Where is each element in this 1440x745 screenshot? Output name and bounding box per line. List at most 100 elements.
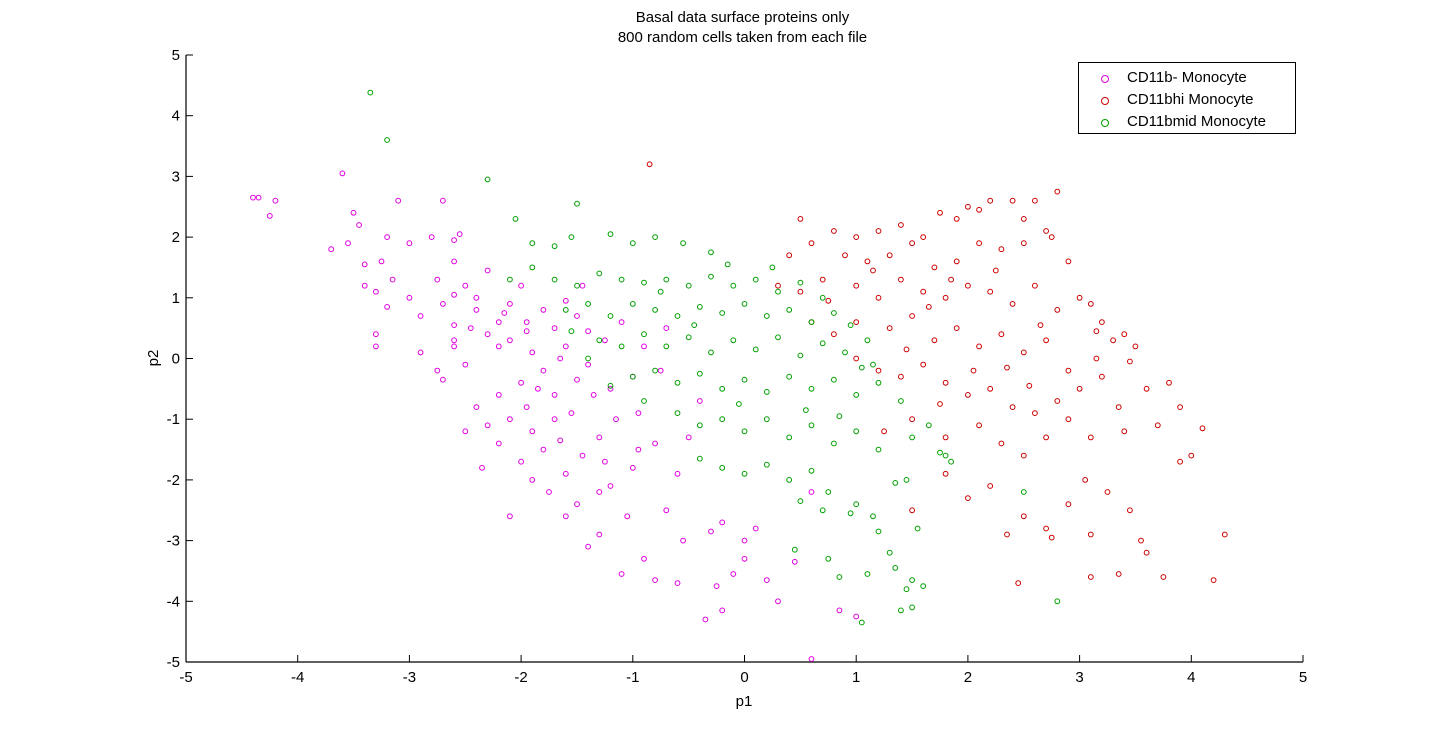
data-point [585, 328, 591, 335]
data-point [976, 240, 982, 247]
data-point [1127, 358, 1133, 365]
data-point [562, 513, 569, 520]
data-point [384, 304, 391, 310]
data-point [909, 507, 915, 514]
data-point [836, 574, 843, 580]
data-point [875, 228, 882, 234]
data-point [345, 240, 351, 247]
data-point [641, 555, 647, 562]
data-point [417, 349, 424, 356]
data-point [384, 234, 391, 241]
axes [185, 55, 1303, 663]
data-point [507, 337, 513, 344]
data-point [875, 446, 882, 453]
data-point [808, 240, 815, 247]
legend-marker-cd11bmid [1101, 119, 1109, 127]
data-point [696, 370, 703, 377]
data-point [831, 440, 837, 447]
data-point [590, 392, 597, 398]
data-point [864, 337, 871, 344]
data-point [1099, 373, 1105, 380]
data-point [607, 231, 614, 238]
data-point [574, 200, 580, 207]
data-point [831, 228, 837, 234]
data-point [925, 304, 932, 310]
data-point [987, 385, 994, 392]
y-ticks: -5 -4 -3 -2 -1 0 1 2 3 4 5 [167, 47, 193, 671]
data-point [708, 349, 714, 356]
data-point [395, 197, 402, 204]
data-point [596, 434, 603, 441]
data-point [797, 279, 804, 286]
data-point [389, 276, 396, 283]
data-point [909, 434, 915, 441]
data-point [250, 194, 256, 201]
data-point [434, 367, 441, 374]
data-point [708, 249, 714, 256]
data-point [607, 313, 614, 319]
data-point [607, 382, 614, 389]
data-point [937, 401, 943, 407]
x-tick-label: 5 [1299, 669, 1307, 686]
data-point [775, 288, 781, 295]
data-point [479, 464, 485, 471]
data-point [881, 428, 887, 435]
data-point [546, 489, 552, 495]
data-points [250, 89, 1228, 662]
data-point [998, 246, 1005, 253]
data-point [870, 361, 876, 368]
data-point [467, 325, 474, 332]
data-point [808, 656, 815, 662]
data-point [719, 310, 726, 316]
data-point [998, 440, 1005, 447]
data-point [853, 428, 860, 435]
data-point [1020, 489, 1027, 495]
data-point [719, 464, 726, 471]
data-point [797, 288, 804, 295]
data-point [568, 328, 575, 335]
data-point [484, 331, 491, 338]
legend-item-cd11bmid: CD11bmid Monocyte [1079, 112, 1295, 134]
x-ticks: -5 -4 -3 -2 -1 0 1 2 3 4 5 [179, 655, 1307, 686]
data-point [1032, 197, 1038, 204]
data-point [864, 258, 871, 265]
data-point [624, 513, 631, 520]
data-point [1076, 385, 1083, 392]
data-point [451, 322, 458, 329]
data-point [473, 294, 480, 301]
y-tick-label: 0 [172, 351, 180, 368]
data-point [652, 440, 658, 447]
data-point [808, 467, 815, 474]
data-point [685, 334, 692, 341]
data-point [752, 276, 759, 283]
data-point [1004, 531, 1010, 538]
data-point [797, 216, 804, 222]
data-point [417, 313, 424, 319]
y-tick-label: 3 [172, 168, 180, 185]
data-point [663, 343, 670, 350]
data-point [1166, 379, 1172, 386]
data-point [1115, 404, 1122, 411]
data-point [618, 319, 625, 326]
data-point [266, 213, 273, 219]
y-tick-label: -1 [167, 411, 180, 428]
data-point [763, 577, 770, 583]
data-point [456, 231, 463, 238]
data-point [791, 558, 798, 565]
data-point [953, 258, 960, 265]
data-point [484, 422, 491, 429]
data-point [629, 240, 636, 247]
data-point [797, 498, 804, 505]
data-point [373, 331, 379, 338]
data-point [596, 337, 603, 344]
data-point [596, 270, 603, 277]
data-point [629, 301, 636, 307]
data-point [741, 470, 748, 477]
data-point [473, 307, 480, 313]
data-point [1087, 301, 1094, 307]
data-point [585, 361, 591, 368]
data-point [1221, 531, 1228, 538]
data-point [1132, 343, 1139, 350]
legend: CD11b- Monocyte CD11bhi Monocyte CD11bmi… [1078, 62, 1296, 134]
data-point [976, 343, 982, 350]
